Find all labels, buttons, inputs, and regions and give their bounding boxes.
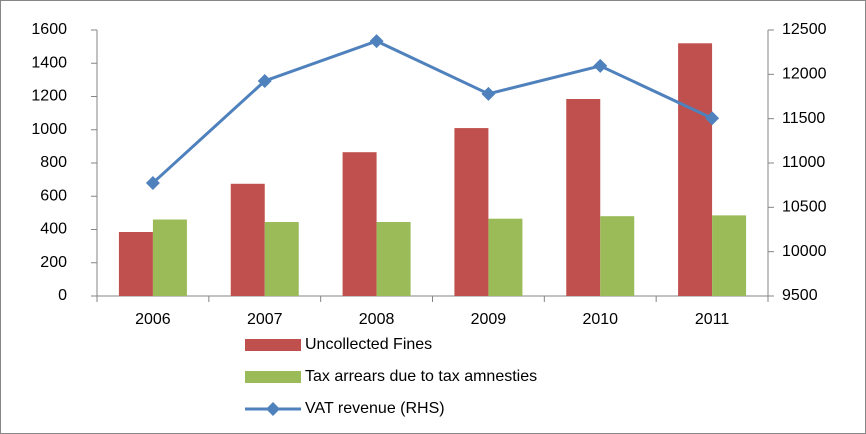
y-tick-label: 1400 — [31, 54, 67, 71]
bar — [566, 98, 601, 297]
y-tick-label: 1600 — [31, 21, 67, 38]
y2-tick-label: 10000 — [782, 243, 827, 260]
bar — [488, 218, 523, 296]
y-tick-label: 200 — [40, 254, 67, 271]
line-marker — [145, 175, 160, 190]
legend-marker — [266, 402, 280, 416]
legend-label: VAT revenue (RHS) — [305, 400, 445, 417]
x-tick-label: 2011 — [695, 311, 730, 328]
x-tick-label: 2009 — [471, 311, 507, 328]
legend-label: Tax arrears due to tax amnesties — [305, 368, 537, 385]
y-tick-label: 800 — [40, 154, 67, 171]
line-marker — [257, 73, 272, 88]
bar — [376, 222, 411, 296]
line-marker — [593, 58, 608, 73]
bar — [454, 128, 489, 296]
x-tick-label: 2006 — [135, 311, 171, 328]
y2-tick-label: 11000 — [782, 154, 825, 171]
y2-tick-label: 9500 — [782, 287, 818, 304]
x-tick-label: 2010 — [582, 311, 618, 328]
bar — [600, 216, 635, 296]
y2-tick-label: 12500 — [782, 21, 827, 38]
y2-tick-label: 10500 — [782, 199, 827, 216]
line-marker — [705, 111, 720, 126]
bar — [264, 222, 299, 296]
bar — [152, 219, 187, 296]
y-tick-label: 400 — [40, 221, 67, 238]
line-marker — [481, 86, 496, 101]
y-tick-label: 0 — [58, 287, 67, 304]
y-tick-label: 1200 — [31, 88, 67, 105]
y2-tick-label: 12000 — [782, 66, 827, 83]
x-tick-label: 2007 — [247, 311, 283, 328]
bar — [118, 231, 153, 296]
legend-label: Uncollected Fines — [305, 336, 432, 353]
line — [151, 39, 713, 185]
y2-tick-label: 11500 — [782, 110, 825, 127]
bar — [342, 152, 377, 296]
bar — [230, 183, 265, 296]
legend-swatch — [245, 339, 301, 351]
bar — [678, 43, 713, 296]
legend-swatch — [245, 371, 301, 383]
y-tick-label: 1000 — [31, 121, 67, 138]
x-tick-label: 2008 — [359, 311, 395, 328]
y-tick-label: 600 — [40, 187, 67, 204]
bar — [712, 215, 747, 296]
line-marker — [369, 34, 384, 49]
